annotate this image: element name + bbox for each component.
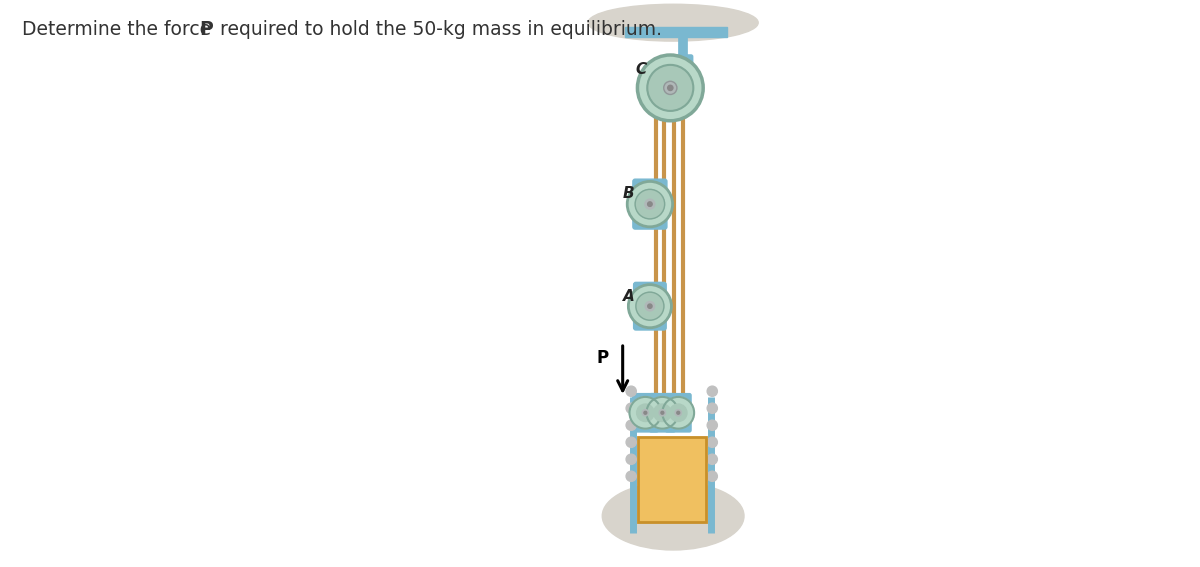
FancyBboxPatch shape — [649, 393, 676, 432]
Circle shape — [662, 397, 694, 429]
Circle shape — [628, 181, 672, 227]
Text: required to hold the 50-kg mass in equilibrium.: required to hold the 50-kg mass in equil… — [214, 20, 661, 39]
Circle shape — [635, 189, 665, 219]
Circle shape — [670, 404, 686, 421]
Circle shape — [626, 420, 636, 430]
Text: P: P — [596, 349, 610, 367]
Circle shape — [647, 65, 694, 111]
Text: C: C — [635, 62, 647, 77]
Circle shape — [707, 471, 718, 481]
Circle shape — [648, 304, 652, 308]
Circle shape — [707, 403, 718, 413]
Circle shape — [676, 409, 682, 416]
FancyBboxPatch shape — [632, 393, 658, 432]
Circle shape — [637, 55, 703, 121]
FancyBboxPatch shape — [673, 55, 692, 88]
FancyBboxPatch shape — [632, 179, 667, 229]
Circle shape — [644, 411, 647, 414]
Circle shape — [661, 411, 664, 414]
Circle shape — [664, 81, 677, 95]
Circle shape — [667, 85, 673, 91]
Circle shape — [626, 386, 636, 396]
Circle shape — [630, 397, 661, 429]
Circle shape — [642, 409, 648, 416]
Circle shape — [626, 471, 636, 481]
Ellipse shape — [588, 4, 758, 41]
Text: P: P — [199, 20, 212, 39]
FancyBboxPatch shape — [634, 282, 666, 330]
Circle shape — [626, 437, 636, 447]
Circle shape — [707, 386, 718, 396]
Circle shape — [629, 285, 672, 328]
Text: A: A — [623, 289, 635, 303]
Circle shape — [707, 437, 718, 447]
Circle shape — [677, 411, 679, 414]
Text: B: B — [623, 187, 635, 201]
FancyBboxPatch shape — [638, 437, 706, 522]
FancyBboxPatch shape — [666, 393, 691, 432]
Circle shape — [654, 404, 671, 421]
Circle shape — [626, 403, 636, 413]
Circle shape — [626, 454, 636, 464]
Circle shape — [644, 199, 655, 209]
Circle shape — [707, 420, 718, 430]
Circle shape — [637, 404, 654, 421]
Circle shape — [648, 202, 652, 206]
Text: Determine the force: Determine the force — [22, 20, 217, 39]
FancyBboxPatch shape — [625, 27, 727, 37]
Circle shape — [659, 409, 666, 416]
Circle shape — [707, 454, 718, 464]
Circle shape — [647, 397, 678, 429]
Ellipse shape — [602, 482, 744, 550]
Circle shape — [646, 302, 655, 311]
Circle shape — [636, 292, 664, 320]
